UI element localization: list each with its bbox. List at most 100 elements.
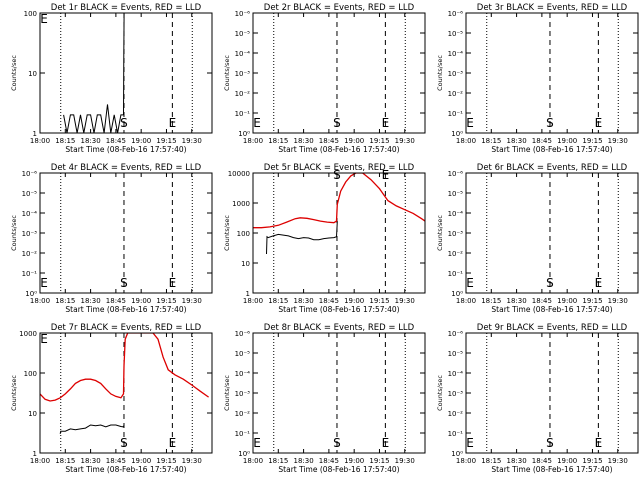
panel-det-6: Det 6r BLACK = Events, RED = LLD 18:00 18:… (436, 163, 639, 314)
y-tick-label: 10⁻⁵ (22, 190, 38, 198)
x-tick-label: 19:15 (156, 297, 176, 305)
x-tick-label: 18:15 (55, 457, 75, 465)
y-tick-label: 10⁻¹ (448, 430, 464, 438)
series-line-events (59, 424, 125, 434)
y-tick-label: 10 (28, 70, 37, 78)
series-line-events (63, 13, 125, 133)
x-axis-label: Start Time (08-Feb-16 17:57:40) (65, 465, 186, 474)
marker-letter-s: S (546, 276, 554, 290)
plot-frame (39, 172, 213, 294)
x-axis-label: Start Time (08-Feb-16 17:57:40) (278, 465, 399, 474)
x-axis-label: Start Time (08-Feb-16 17:57:40) (65, 305, 186, 314)
series-group (40, 333, 209, 434)
y-tick-label: 10⁻⁶ (448, 10, 464, 18)
x-tick-label: 18:30 (293, 297, 313, 305)
y-axis-label: Counts/sec (436, 215, 444, 251)
x-tick-label: 19:15 (369, 457, 389, 465)
y-tick-label: 10⁻³ (448, 390, 464, 398)
y-tick-label: 1 (33, 450, 37, 458)
x-tick-label: 19:30 (608, 297, 628, 305)
y-tick-label: 10⁻¹ (448, 270, 464, 278)
marker-letter-s: S (333, 168, 341, 182)
y-tick-label: 10⁻² (235, 90, 251, 98)
x-tick-label: 18:45 (106, 457, 126, 465)
y-tick-label: 10⁻⁶ (22, 170, 38, 178)
x-tick-label: 18:15 (268, 137, 288, 145)
y-tick-label: 10⁻⁴ (448, 210, 464, 218)
y-tick-label: 10⁻² (448, 250, 464, 258)
plot-frame (252, 12, 426, 134)
x-tick-label: 19:00 (344, 457, 364, 465)
y-tick-label: 10⁻⁴ (448, 370, 464, 378)
x-tick-label: 18:15 (481, 137, 501, 145)
y-axis-label: Counts/sec (436, 55, 444, 91)
y-tick-label: 1 (246, 290, 250, 298)
x-tick-label: 18:45 (319, 137, 339, 145)
y-tick-label: 10⁻⁵ (448, 30, 464, 38)
x-tick-label: 19:30 (182, 457, 202, 465)
y-tick-label: 100 (237, 230, 250, 238)
marker-letter-s: S (546, 436, 554, 450)
y-axis-label: Counts/sec (223, 215, 231, 251)
plot-frame (252, 172, 426, 294)
x-tick-label: 19:00 (131, 137, 151, 145)
y-tick-label: 10⁻⁵ (235, 350, 251, 358)
series-group (253, 173, 425, 255)
x-tick-label: 19:00 (344, 137, 364, 145)
marker-letter-s: S (546, 116, 554, 130)
y-tick-label: 10⁻³ (448, 230, 464, 238)
y-tick-label: 10⁻⁶ (235, 10, 251, 18)
marker-letter-e: E (169, 436, 177, 450)
plot-frame (465, 172, 639, 294)
start-letter-e: E (466, 116, 474, 130)
y-tick-label: 10⁻⁵ (235, 30, 251, 38)
y-tick-label: 10 (28, 410, 37, 418)
y-tick-label: 10⁻⁴ (235, 370, 251, 378)
plot-frame (39, 12, 213, 134)
x-tick-label: 18:15 (481, 297, 501, 305)
x-tick-label: 18:45 (319, 457, 339, 465)
x-tick-label: 18:15 (481, 457, 501, 465)
y-tick-label: 10⁰ (451, 290, 463, 298)
x-tick-label: 19:15 (369, 137, 389, 145)
x-tick-label: 18:45 (106, 297, 126, 305)
y-tick-label: 10⁻³ (235, 390, 251, 398)
y-tick-label: 10⁻³ (22, 230, 38, 238)
y-tick-label: 10⁻⁵ (448, 190, 464, 198)
plot-frame (252, 332, 426, 454)
y-tick-label: 10⁻⁵ (448, 350, 464, 358)
panel-det-5: Det 5r BLACK = Events, RED = LLD 18:00 18:… (223, 163, 426, 314)
x-tick-label: 18:15 (55, 297, 75, 305)
y-tick-label: 100 (24, 370, 37, 378)
y-tick-label: 10⁻⁶ (448, 170, 464, 178)
marker-letter-e: E (382, 116, 390, 130)
x-tick-label: 18:30 (506, 297, 526, 305)
start-letter-e: E (40, 332, 48, 346)
y-axis-label: Counts/sec (223, 55, 231, 91)
y-tick-label: 10⁻² (448, 90, 464, 98)
x-axis-label: Start Time (08-Feb-16 17:57:40) (65, 145, 186, 154)
x-axis-label: Start Time (08-Feb-16 17:57:40) (278, 305, 399, 314)
x-tick-label: 18:00 (456, 137, 476, 145)
x-tick-label: 19:30 (395, 457, 415, 465)
marker-letter-e: E (382, 168, 390, 182)
panel-title: Det 7r BLACK = Events, RED = LLD (51, 323, 202, 333)
x-tick-label: 18:00 (243, 297, 263, 305)
x-tick-label: 18:30 (80, 457, 100, 465)
marker-letter-s: S (120, 276, 128, 290)
y-tick-label: 10⁰ (238, 130, 250, 138)
x-tick-label: 18:30 (506, 137, 526, 145)
y-tick-label: 10⁻⁶ (448, 330, 464, 338)
y-tick-label: 10⁻² (22, 250, 38, 258)
x-tick-label: 18:15 (268, 457, 288, 465)
x-tick-label: 19:15 (156, 137, 176, 145)
y-axis-label: Counts/sec (10, 55, 18, 91)
y-tick-label: 10⁻¹ (22, 270, 38, 278)
x-tick-label: 19:00 (131, 297, 151, 305)
x-tick-label: 19:30 (608, 457, 628, 465)
panel-det-9: Det 9r BLACK = Events, RED = LLD 18:00 18:… (436, 323, 639, 474)
x-tick-label: 19:00 (131, 457, 151, 465)
series-group (63, 13, 125, 133)
x-tick-label: 18:00 (243, 457, 263, 465)
y-axis-label: Counts/sec (436, 375, 444, 411)
